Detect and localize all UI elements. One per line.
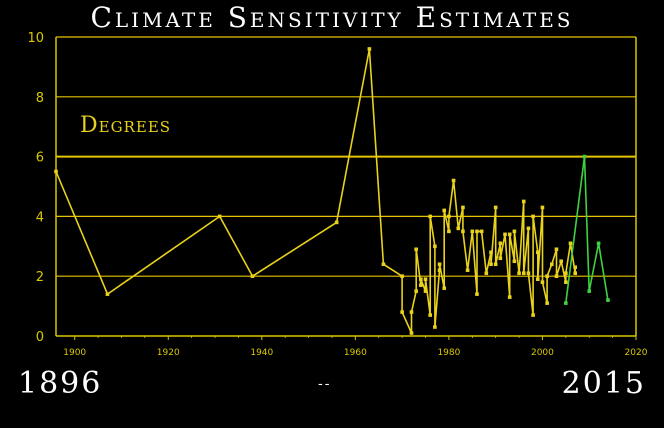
y-tick-label: 8 xyxy=(36,91,44,106)
data-point xyxy=(554,274,559,278)
data-point xyxy=(493,262,498,267)
data-point xyxy=(564,280,568,284)
data-point xyxy=(503,232,507,237)
y-tick-label: 4 xyxy=(36,210,44,225)
data-point xyxy=(451,178,456,183)
data-point xyxy=(461,205,465,210)
data-point xyxy=(507,232,512,237)
data-point xyxy=(447,214,451,219)
data-point xyxy=(470,229,475,234)
data-point xyxy=(512,259,517,264)
data-point xyxy=(606,298,610,302)
data-point xyxy=(535,277,540,281)
data-point xyxy=(442,286,447,290)
x-tick-label: 1940 xyxy=(250,348,273,358)
data-point xyxy=(550,262,554,267)
data-point xyxy=(587,289,592,293)
data-point xyxy=(423,289,428,293)
degrees-annotation: Degrees xyxy=(80,113,171,138)
x-tick-label: 1980 xyxy=(437,348,460,358)
y-tick-label: 10 xyxy=(27,31,44,46)
series-line-0 xyxy=(55,48,577,334)
data-point xyxy=(437,268,442,273)
data-point xyxy=(498,256,503,261)
data-point xyxy=(433,244,437,249)
data-point xyxy=(414,289,418,293)
data-point xyxy=(512,229,517,234)
data-point xyxy=(105,292,110,296)
data-point xyxy=(409,331,414,335)
y-tick-label: 2 xyxy=(36,270,44,285)
data-point xyxy=(54,169,58,174)
footer-separator: -- xyxy=(318,376,332,392)
data-point xyxy=(367,47,372,51)
data-point xyxy=(442,208,447,213)
data-point xyxy=(437,262,442,267)
data-point xyxy=(564,271,568,276)
series-line-1 xyxy=(565,155,609,304)
data-point xyxy=(521,271,526,276)
data-point xyxy=(475,292,479,296)
data-point xyxy=(540,205,545,210)
data-point xyxy=(521,199,526,204)
data-point xyxy=(559,259,563,264)
data-point xyxy=(554,247,559,252)
y-tick-label: 0 xyxy=(36,330,44,345)
data-point xyxy=(596,241,601,246)
data-point xyxy=(573,271,577,276)
data-point xyxy=(419,277,423,281)
data-point xyxy=(545,274,549,278)
data-point xyxy=(498,241,503,246)
data-point xyxy=(334,220,339,225)
y-tick-label: 6 xyxy=(36,151,44,166)
data-point xyxy=(531,313,535,317)
data-point xyxy=(540,280,545,284)
x-tick-label: 1920 xyxy=(157,348,180,358)
data-point xyxy=(568,241,573,246)
data-point xyxy=(489,250,493,255)
data-point xyxy=(526,271,531,276)
chart-title: Climate Sensitivity Estimates xyxy=(90,1,574,34)
footer-end-year: 2015 xyxy=(561,366,646,401)
data-point xyxy=(526,226,531,231)
data-point xyxy=(465,268,470,273)
data-point xyxy=(535,250,540,255)
data-point xyxy=(419,283,423,287)
data-point xyxy=(475,229,479,234)
data-point xyxy=(433,325,437,329)
data-point xyxy=(423,277,428,281)
data-point xyxy=(414,247,418,252)
data-point xyxy=(493,205,498,210)
x-tick-label: 2020 xyxy=(625,348,648,358)
data-point xyxy=(531,214,535,219)
data-point xyxy=(489,262,493,267)
footer-start-year: 1896 xyxy=(18,366,103,401)
data-point xyxy=(545,301,549,305)
data-point xyxy=(564,301,568,305)
x-tick-label: 1900 xyxy=(63,348,86,358)
x-tick-label: 1960 xyxy=(344,348,367,358)
data-point xyxy=(456,226,461,231)
data-point xyxy=(507,295,512,299)
data-point xyxy=(400,310,404,314)
x-tick-label: 2000 xyxy=(531,348,554,358)
data-point xyxy=(428,313,432,317)
data-point xyxy=(400,274,404,278)
data-point xyxy=(479,229,484,234)
data-point xyxy=(428,214,432,219)
data-point xyxy=(217,214,222,219)
data-point xyxy=(447,229,451,234)
data-point xyxy=(573,265,577,270)
data-point xyxy=(381,262,386,267)
data-point xyxy=(484,271,489,276)
data-point xyxy=(250,274,255,278)
data-point xyxy=(582,154,587,159)
data-point xyxy=(461,229,465,234)
data-point xyxy=(409,310,414,314)
data-point xyxy=(517,271,521,276)
